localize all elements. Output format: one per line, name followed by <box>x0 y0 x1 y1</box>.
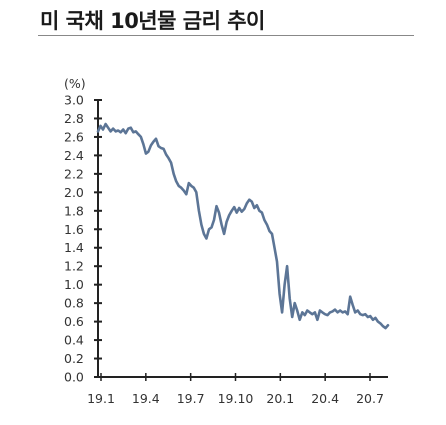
y-tick-label: 3.0 <box>64 93 84 108</box>
x-tick-label: 19.4 <box>132 391 160 406</box>
y-tick-label: 1.2 <box>64 259 84 274</box>
y-tick-label: 1.6 <box>64 222 84 237</box>
y-tick-label: 0.0 <box>64 370 84 385</box>
x-tick-label: 20.1 <box>266 391 294 406</box>
chart-title: 미 국채 10년물 금리 추이 <box>40 9 265 33</box>
y-tick-label: 0.2 <box>64 351 84 366</box>
y-tick-label: 1.0 <box>64 277 84 292</box>
y-tick-label: 2.6 <box>64 129 84 144</box>
series-line-1 <box>96 122 390 330</box>
x-tick-label: 20.7 <box>356 391 384 406</box>
series-group <box>96 122 390 330</box>
y-tick-label: 2.4 <box>64 148 84 163</box>
y-tick-label: 0.4 <box>64 333 84 348</box>
y-tick-label: 2.0 <box>64 185 84 200</box>
y-tick-label: 0.6 <box>64 314 84 329</box>
x-tick-label: 19.10 <box>218 391 254 406</box>
x-tick-label: 20.4 <box>311 391 339 406</box>
y-tick-label: 0.8 <box>64 296 84 311</box>
title-divider <box>38 35 414 36</box>
y-tick-label: 1.4 <box>64 240 84 255</box>
y-axis-ticks: 0.0 0.2 0.4 0.6 0.8 1.0 1.2 1.4 1.6 1.8 2.0 2.2 2.4 2… <box>64 93 102 385</box>
x-tick-label: 19.7 <box>177 391 205 406</box>
y-tick-label: 2.2 <box>64 166 84 181</box>
x-tick-label: 19.1 <box>87 391 115 406</box>
y-tick-label: 2.8 <box>64 111 84 126</box>
y-axis-unit: (%) <box>64 76 86 91</box>
y-tick-label: 1.8 <box>64 203 84 218</box>
x-axis-ticks: 19.1 19.4 19.7 19.10 20.1 20.4 20.7 <box>87 373 384 406</box>
